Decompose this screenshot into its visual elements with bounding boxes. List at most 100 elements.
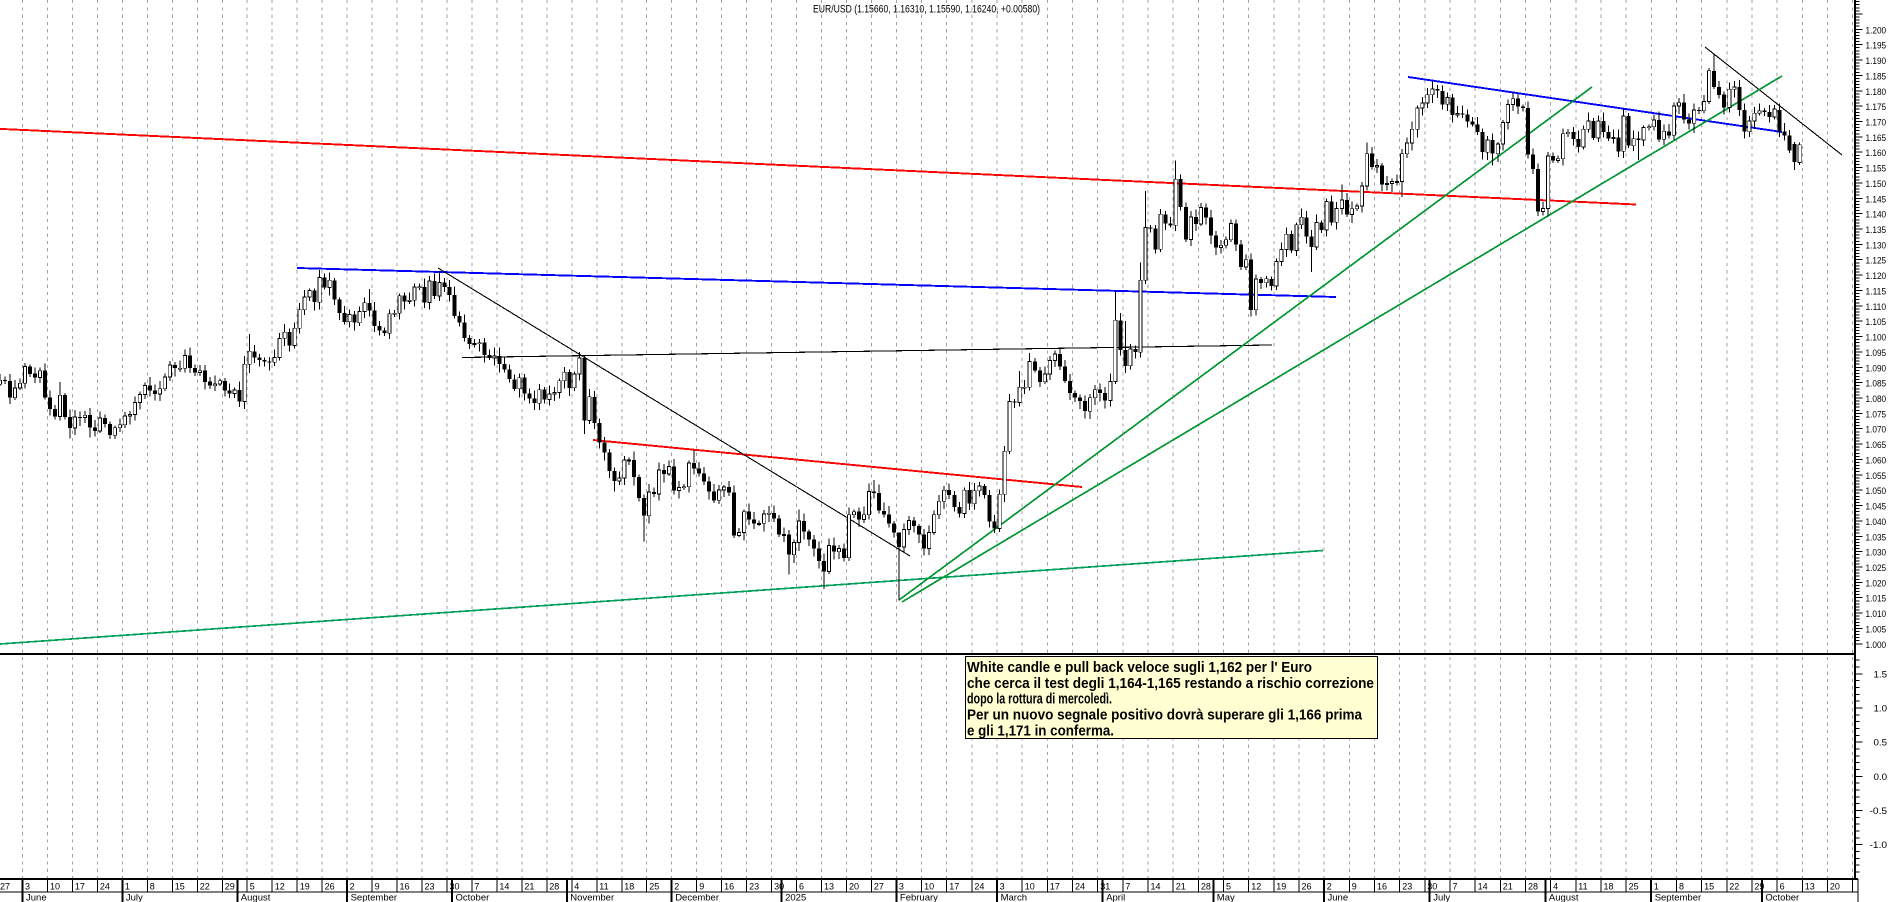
svg-text:1.005: 1.005	[1866, 624, 1887, 634]
svg-text:June: June	[1328, 893, 1349, 902]
svg-text:1.095: 1.095	[1866, 348, 1887, 358]
svg-text:1.175: 1.175	[1866, 102, 1887, 112]
svg-text:2: 2	[1327, 882, 1332, 892]
svg-text:24: 24	[974, 882, 984, 892]
svg-text:20: 20	[849, 882, 859, 892]
svg-text:-1.0: -1.0	[1870, 840, 1888, 850]
svg-text:23: 23	[425, 882, 435, 892]
svg-text:28: 28	[549, 882, 559, 892]
svg-text:21: 21	[1503, 882, 1513, 892]
svg-text:6: 6	[1780, 882, 1785, 892]
svg-text:7: 7	[474, 882, 479, 892]
svg-text:1.075: 1.075	[1866, 409, 1887, 419]
svg-text:13: 13	[824, 882, 834, 892]
svg-text:17: 17	[949, 882, 959, 892]
svg-text:1.035: 1.035	[1866, 532, 1887, 542]
svg-text:7: 7	[1453, 882, 1458, 892]
svg-text:June: June	[26, 893, 47, 902]
svg-text:5: 5	[1226, 882, 1231, 892]
svg-text:1.060: 1.060	[1866, 456, 1887, 466]
svg-text:1.085: 1.085	[1866, 379, 1887, 389]
svg-text:White candle e pull back veloc: White candle e pull back veloce sugli 1,…	[967, 660, 1312, 676]
svg-text:1.015: 1.015	[1866, 594, 1887, 604]
svg-text:1.000: 1.000	[1866, 640, 1887, 650]
svg-text:1.180: 1.180	[1866, 87, 1887, 97]
svg-text:1.110: 1.110	[1866, 302, 1887, 312]
svg-text:1.0: 1.0	[1874, 704, 1888, 714]
svg-text:25: 25	[649, 882, 659, 892]
svg-text:19: 19	[1276, 882, 1286, 892]
svg-text:August: August	[1549, 893, 1579, 902]
svg-text:15: 15	[175, 882, 185, 892]
svg-text:November: November	[570, 893, 614, 902]
svg-text:April: April	[1106, 893, 1125, 902]
svg-text:11: 11	[599, 882, 608, 892]
svg-text:28: 28	[1201, 882, 1211, 892]
svg-text:October: October	[1765, 893, 1799, 902]
svg-text:1.105: 1.105	[1866, 317, 1887, 327]
svg-text:1.165: 1.165	[1866, 133, 1887, 143]
svg-text:12: 12	[275, 882, 285, 892]
svg-text:July: July	[126, 893, 143, 902]
svg-text:30: 30	[1427, 882, 1437, 892]
svg-text:26: 26	[325, 882, 335, 892]
svg-text:July: July	[1433, 893, 1450, 902]
svg-text:24: 24	[100, 882, 110, 892]
svg-text:12: 12	[1251, 882, 1261, 892]
svg-text:23: 23	[749, 882, 759, 892]
svg-text:1.030: 1.030	[1866, 548, 1887, 558]
svg-text:2: 2	[674, 882, 679, 892]
svg-text:May: May	[1217, 893, 1235, 902]
svg-text:-0.5: -0.5	[1870, 806, 1888, 816]
svg-text:10: 10	[50, 882, 60, 892]
svg-text:10: 10	[924, 882, 934, 892]
svg-text:1.120: 1.120	[1866, 271, 1887, 281]
svg-text:18: 18	[1604, 882, 1614, 892]
svg-text:22: 22	[200, 882, 210, 892]
svg-text:31: 31	[1100, 882, 1110, 892]
svg-text:16: 16	[400, 882, 410, 892]
svg-text:19: 19	[300, 882, 310, 892]
svg-text:1.185: 1.185	[1866, 71, 1887, 81]
svg-text:1.200: 1.200	[1866, 25, 1887, 35]
svg-text:30: 30	[774, 882, 784, 892]
svg-text:1.150: 1.150	[1866, 179, 1887, 189]
svg-text:8: 8	[150, 882, 155, 892]
svg-text:1.140: 1.140	[1866, 210, 1887, 220]
svg-text:Per un nuovo segnale positivo: Per un nuovo segnale positivo dovrà supe…	[967, 708, 1363, 724]
svg-text:e gli 1,171 in conferma.: e gli 1,171 in conferma.	[967, 723, 1114, 739]
svg-text:1.100: 1.100	[1866, 333, 1887, 343]
svg-text:6: 6	[799, 882, 804, 892]
svg-text:1.170: 1.170	[1866, 118, 1887, 128]
svg-text:5: 5	[250, 882, 255, 892]
svg-text:8: 8	[1679, 882, 1684, 892]
svg-text:1.065: 1.065	[1866, 440, 1887, 450]
svg-text:1.045: 1.045	[1866, 502, 1887, 512]
svg-text:1.125: 1.125	[1866, 256, 1887, 266]
svg-text:1: 1	[1654, 882, 1659, 892]
svg-text:1: 1	[125, 882, 130, 892]
svg-text:29: 29	[225, 882, 235, 892]
svg-text:September: September	[1655, 893, 1701, 902]
svg-text:3: 3	[1000, 882, 1005, 892]
svg-text:21: 21	[524, 882, 534, 892]
svg-text:9: 9	[375, 882, 380, 892]
svg-text:4: 4	[1553, 882, 1558, 892]
svg-text:1.070: 1.070	[1866, 425, 1887, 435]
svg-text:1.135: 1.135	[1866, 225, 1887, 235]
svg-text:16: 16	[724, 882, 734, 892]
svg-text:14: 14	[499, 882, 509, 892]
svg-text:21: 21	[1176, 882, 1186, 892]
svg-text:EUR/USD (1.15660, 1.16310, 1.1: EUR/USD (1.15660, 1.16310, 1.15590, 1.16…	[813, 4, 1040, 16]
svg-text:7: 7	[1125, 882, 1130, 892]
svg-text:1.025: 1.025	[1866, 563, 1887, 573]
svg-text:4: 4	[574, 882, 579, 892]
svg-text:11: 11	[1578, 882, 1587, 892]
svg-text:1.160: 1.160	[1866, 148, 1887, 158]
svg-text:25: 25	[1629, 882, 1639, 892]
svg-text:1.195: 1.195	[1866, 41, 1887, 51]
svg-text:9: 9	[699, 882, 704, 892]
svg-text:March: March	[1001, 893, 1027, 902]
svg-text:23: 23	[1402, 882, 1412, 892]
svg-text:9: 9	[1352, 882, 1357, 892]
